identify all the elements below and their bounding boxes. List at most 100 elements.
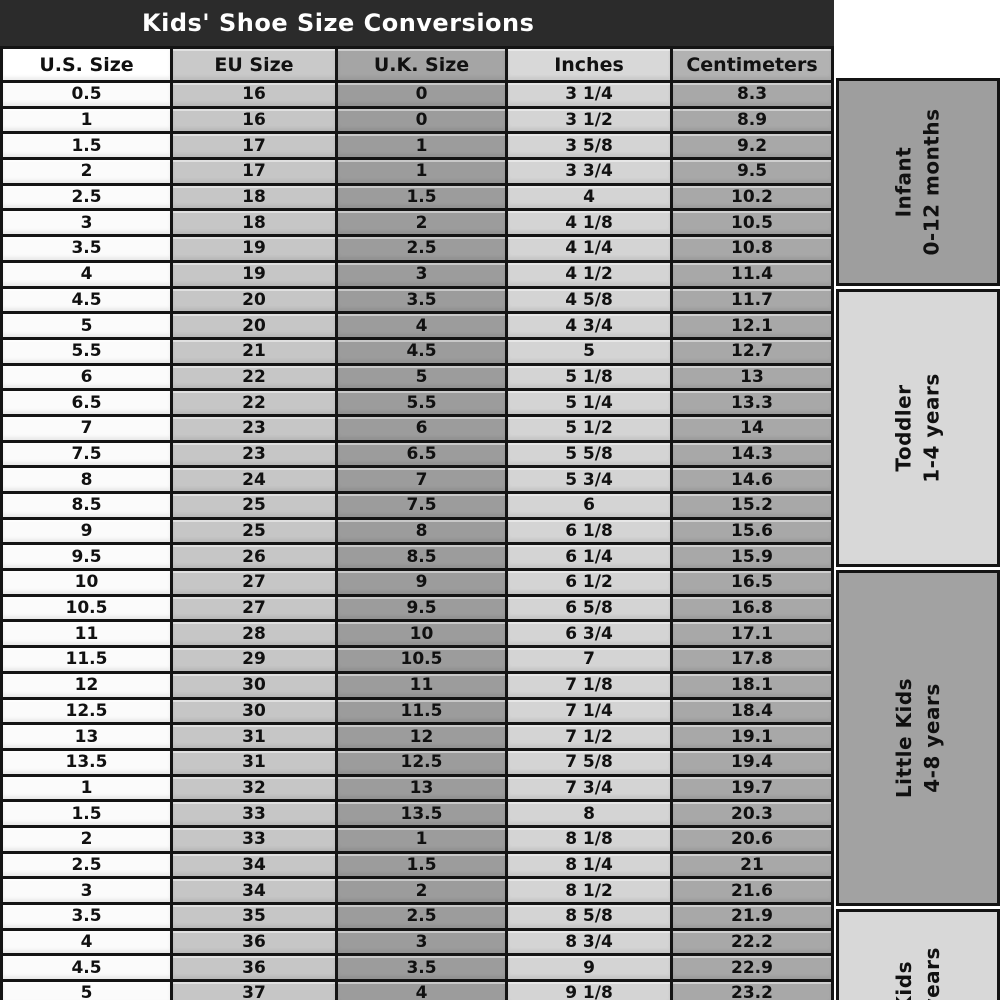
- column-header-centimeters: Centimeters: [673, 49, 834, 83]
- table-row: 3 34 2 8 1/2 21.6: [3, 879, 834, 905]
- cell-centimeters: 10.2: [673, 185, 834, 212]
- cell-us-size: 4: [3, 930, 173, 957]
- cell-us-size: 11.5: [3, 648, 173, 674]
- table-header-row: U.S. Size EU Size U.K. Size Inches Centi…: [3, 49, 834, 83]
- cell-inches: 3 5/8: [508, 134, 673, 161]
- cell-inches: 8 3/4: [508, 930, 673, 957]
- cell-uk-size: 4.5: [338, 339, 508, 366]
- cell-uk-size: 7: [338, 468, 508, 494]
- table-row: 12 30 11 7 1/8 18.1: [3, 673, 834, 700]
- cell-uk-size: 1: [338, 827, 508, 854]
- cell-eu-size: 16: [173, 83, 338, 109]
- cell-centimeters: 14.6: [673, 468, 834, 494]
- table-row: 4 36 3 8 3/4 22.2: [3, 930, 834, 957]
- cell-us-size: 5.5: [3, 339, 173, 366]
- cell-eu-size: 27: [173, 571, 338, 597]
- cell-us-size: 3.5: [3, 237, 173, 263]
- table-row: 13 31 12 7 1/2 19.1: [3, 725, 834, 751]
- cell-us-size: 5: [3, 982, 173, 1000]
- cell-us-size: 13: [3, 725, 173, 751]
- cell-us-size: 12: [3, 673, 173, 700]
- cell-us-size: 3: [3, 879, 173, 905]
- cell-us-size: 8: [3, 468, 173, 494]
- cell-centimeters: 13.3: [673, 391, 834, 417]
- cell-centimeters: 14: [673, 416, 834, 443]
- cell-inches: 6: [508, 494, 673, 520]
- table-row: 1 32 13 7 3/4 19.7: [3, 776, 834, 803]
- cell-uk-size: 3.5: [338, 956, 508, 983]
- cell-uk-size: 1: [338, 160, 508, 186]
- cell-eu-size: 23: [173, 442, 338, 469]
- cell-centimeters: 20.6: [673, 827, 834, 854]
- cell-inches: 4 3/4: [508, 314, 673, 340]
- cell-us-size: 10: [3, 571, 173, 597]
- age-group-toddler: Toddler 1-4 years: [836, 289, 1000, 567]
- cell-centimeters: 9.2: [673, 134, 834, 161]
- cell-uk-size: 1: [338, 134, 508, 161]
- cell-us-size: 11: [3, 622, 173, 649]
- table-row: 9.5 26 8.5 6 1/4 15.9: [3, 545, 834, 572]
- cell-us-size: 10.5: [3, 596, 173, 623]
- table-row: 2.5 34 1.5 8 1/4 21: [3, 853, 834, 880]
- table-body: 0.5 16 0 3 1/4 8.3 1 16 0 3 1/2 8.9 1.5 17 1 3 5/8 9.2…: [3, 83, 834, 1000]
- cell-us-size: 4.5: [3, 288, 173, 315]
- cell-centimeters: 16.8: [673, 596, 834, 623]
- cell-inches: 4 1/2: [508, 262, 673, 289]
- cell-eu-size: 36: [173, 956, 338, 983]
- cell-inches: 5 1/4: [508, 391, 673, 417]
- cell-us-size: 1.5: [3, 802, 173, 828]
- cell-centimeters: 14.3: [673, 442, 834, 469]
- cell-eu-size: 36: [173, 930, 338, 957]
- cell-inches: 7 1/4: [508, 699, 673, 726]
- cell-eu-size: 18: [173, 211, 338, 238]
- cell-eu-size: 25: [173, 494, 338, 520]
- cell-inches: 3 1/4: [508, 83, 673, 109]
- page-title: Kids' Shoe Size Conversions: [142, 9, 535, 37]
- cell-uk-size: 13.5: [338, 802, 508, 828]
- column-header-eu-size: EU Size: [173, 49, 338, 83]
- cell-eu-size: 28: [173, 622, 338, 649]
- cell-us-size: 2.5: [3, 185, 173, 212]
- table-row: 4 19 3 4 1/2 11.4: [3, 262, 834, 289]
- table-row: 13.5 31 12.5 7 5/8 19.4: [3, 750, 834, 777]
- cell-us-size: 7.5: [3, 442, 173, 469]
- cell-centimeters: 19.7: [673, 776, 834, 803]
- cell-inches: 8 1/8: [508, 827, 673, 854]
- cell-centimeters: 16.5: [673, 571, 834, 597]
- cell-inches: 7 1/2: [508, 725, 673, 751]
- cell-us-size: 13.5: [3, 750, 173, 777]
- table-row: 2.5 18 1.5 4 10.2: [3, 185, 834, 212]
- cell-eu-size: 22: [173, 365, 338, 392]
- cell-uk-size: 8.5: [338, 545, 508, 572]
- cell-centimeters: 22.2: [673, 930, 834, 957]
- cell-uk-size: 8: [338, 519, 508, 546]
- cell-eu-size: 27: [173, 596, 338, 623]
- cell-uk-size: 5.5: [338, 391, 508, 417]
- table-row: 1 16 0 3 1/2 8.9: [3, 108, 834, 135]
- cell-uk-size: 3.5: [338, 288, 508, 315]
- cell-eu-size: 17: [173, 134, 338, 161]
- cell-uk-size: 0: [338, 108, 508, 135]
- table-row: 5 37 4 9 1/8 23.2: [3, 982, 834, 1000]
- title-bar: Kids' Shoe Size Conversions: [0, 0, 834, 46]
- cell-inches: 4 1/8: [508, 211, 673, 238]
- cell-us-size: 1: [3, 776, 173, 803]
- cell-centimeters: 18.4: [673, 699, 834, 726]
- cell-uk-size: 6: [338, 416, 508, 443]
- cell-uk-size: 11.5: [338, 699, 508, 726]
- cell-eu-size: 35: [173, 905, 338, 931]
- cell-inches: 6 3/4: [508, 622, 673, 649]
- cell-uk-size: 11: [338, 673, 508, 700]
- cell-eu-size: 29: [173, 648, 338, 674]
- age-group-big-kids: Big Kids 8-12 years: [836, 909, 1000, 1000]
- cell-inches: 8: [508, 802, 673, 828]
- cell-centimeters: 8.9: [673, 108, 834, 135]
- cell-us-size: 2: [3, 827, 173, 854]
- cell-us-size: 6: [3, 365, 173, 392]
- cell-centimeters: 15.2: [673, 494, 834, 520]
- table-row: 7 23 6 5 1/2 14: [3, 416, 834, 443]
- cell-inches: 5 3/4: [508, 468, 673, 494]
- cell-us-size: 6.5: [3, 391, 173, 417]
- table-row: 3.5 19 2.5 4 1/4 10.8: [3, 237, 834, 263]
